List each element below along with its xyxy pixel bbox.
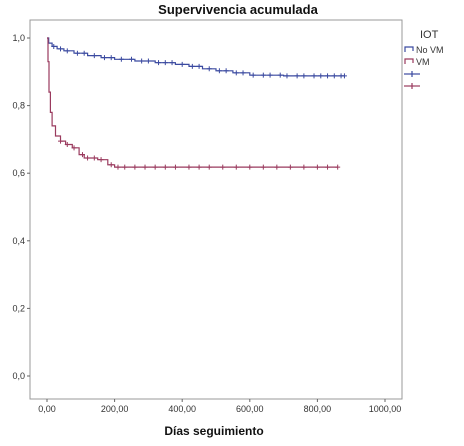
chart-title: Supervivencia acumulada: [158, 2, 318, 17]
censor-mark: [314, 164, 320, 170]
censor-mark: [287, 164, 293, 170]
censor-mark: [108, 162, 114, 168]
censor-mark: [179, 61, 185, 67]
censor-mark: [129, 56, 134, 62]
censor-mark: [277, 72, 283, 78]
censor-mark: [325, 164, 331, 170]
censor-mark: [101, 55, 107, 61]
censor-mark: [162, 164, 168, 170]
censor-mark: [115, 164, 121, 170]
legend-swatch: [404, 46, 414, 52]
y-tick-label: 1,0: [12, 33, 25, 43]
censor-mark: [247, 164, 253, 170]
censor-mark: [79, 152, 85, 158]
y-tick-label: 0,0: [12, 371, 25, 381]
censor-mark: [142, 164, 148, 170]
x-tick-label: 800,00: [304, 404, 332, 414]
legend-title: IOT: [420, 29, 439, 41]
censor-mark: [98, 157, 104, 163]
censor-mark: [206, 164, 212, 170]
censor-mark: [172, 164, 178, 170]
x-tick-label: 600,00: [236, 404, 264, 414]
series-layer: [47, 37, 347, 170]
censor-mark: [156, 60, 162, 66]
censor-mark: [118, 56, 124, 62]
censor-mark: [196, 164, 202, 170]
x-tick-label: 1000,00: [369, 404, 402, 414]
censor-mark: [335, 164, 341, 170]
censor-mark: [71, 145, 77, 151]
censor-mark: [223, 68, 229, 74]
censor-mark: [206, 66, 212, 72]
censor-mark: [122, 164, 128, 170]
censor-mark: [240, 70, 246, 76]
censor-mark: [341, 73, 347, 79]
legend-swatch: [404, 58, 414, 64]
series-line-no-vm: [47, 37, 345, 77]
censor-mark: [91, 155, 97, 161]
censor-mark: [260, 72, 266, 78]
legend-label: No VM: [416, 45, 444, 55]
censor-mark: [91, 53, 97, 59]
censor-mark: [108, 55, 114, 61]
censor-mark: [64, 48, 70, 54]
censor-mark: [274, 164, 280, 170]
censor-mark: [301, 164, 307, 170]
censor-mark: [220, 164, 226, 170]
plot-frame: [29, 19, 403, 400]
censor-mark: [152, 164, 158, 170]
censor-mark: [318, 73, 324, 79]
x-tick-label: 200,00: [101, 404, 129, 414]
censor-mark: [85, 155, 91, 161]
censor-mark: [64, 141, 70, 147]
y-axis: 0,0 0,2 0,4 0,6 0,8 1,0: [12, 33, 30, 381]
censor-mark: [132, 164, 138, 170]
censor-mark: [189, 63, 195, 69]
censor-mark: [58, 46, 64, 52]
censor-mark: [196, 63, 202, 69]
censor-mark: [284, 73, 290, 79]
censor-mark: [311, 73, 317, 79]
censor-mark: [74, 50, 80, 56]
censor-mark: [145, 58, 151, 64]
censor-mark: [216, 68, 222, 74]
censor-mark: [81, 50, 87, 56]
censor-mark: [186, 164, 192, 170]
censor-mark: [233, 70, 239, 76]
censor-mark: [331, 73, 337, 79]
x-axis: 0,00 200,00 400,00 600,00 800,00 1000,00: [38, 399, 401, 414]
censor-mark: [267, 72, 273, 78]
y-tick-label: 0,6: [12, 168, 25, 178]
y-tick-label: 0,2: [12, 303, 25, 313]
censor-mark: [260, 164, 266, 170]
legend-entries: No VM VM: [404, 45, 444, 89]
legend-label: VM: [416, 57, 430, 67]
y-tick-label: 0,4: [12, 236, 25, 246]
x-tick-label: 400,00: [168, 404, 196, 414]
censor-mark: [51, 43, 57, 49]
censor-mark: [325, 73, 331, 79]
x-tick-label: 0,00: [38, 404, 56, 414]
censor-mark: [58, 138, 64, 144]
censor-mark: [301, 73, 307, 79]
x-axis-label: Días seguimiento: [164, 424, 263, 438]
censor-mark: [169, 60, 175, 66]
censor-mark: [162, 60, 168, 66]
censor-mark: [139, 58, 145, 64]
legend: IOT No VM VM: [404, 29, 444, 89]
y-tick-label: 0,8: [12, 101, 25, 111]
censor-mark: [294, 73, 300, 79]
censor-mark: [233, 164, 239, 170]
censor-mark: [250, 72, 256, 78]
